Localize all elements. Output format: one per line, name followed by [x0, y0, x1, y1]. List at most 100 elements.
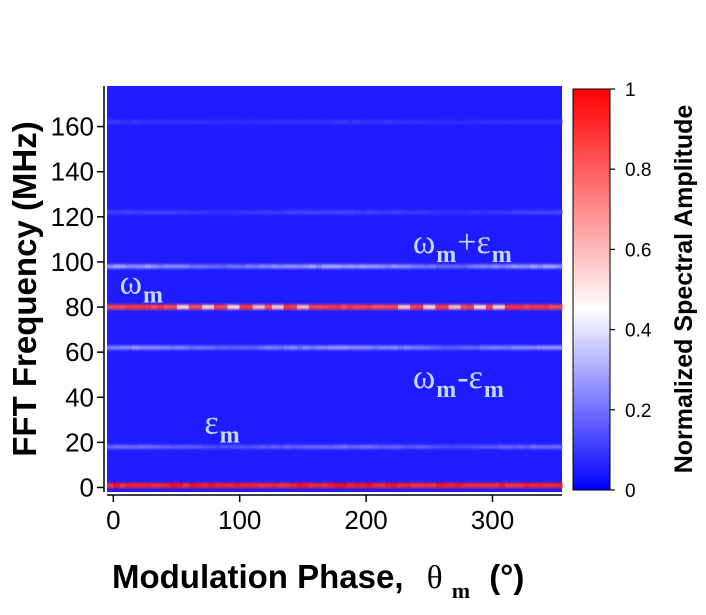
band-cell — [220, 210, 228, 215]
band-cell — [296, 120, 304, 125]
band-cell — [107, 304, 114, 310]
band-cell — [454, 482, 462, 488]
band-cell — [372, 120, 380, 125]
colorbar-title: Normalized Spectral Amplitude — [670, 105, 698, 474]
band-cell — [144, 120, 152, 125]
band-cell — [372, 444, 380, 449]
band-cell — [170, 304, 178, 310]
band-cell — [460, 120, 468, 125]
band-cell — [441, 304, 449, 310]
band-cell — [524, 120, 532, 125]
band-cell — [258, 345, 266, 350]
band-cell — [511, 304, 519, 310]
band-cell — [340, 304, 348, 310]
band-cell — [511, 210, 519, 215]
band-cell — [391, 264, 399, 269]
band-cell — [385, 482, 392, 488]
band-cell — [138, 304, 146, 310]
band-cell — [435, 304, 443, 310]
band-cell — [132, 264, 140, 269]
band-cell — [404, 444, 411, 449]
band-cell — [107, 120, 114, 125]
band-cell — [125, 482, 133, 488]
band-cell — [410, 482, 418, 488]
band-cell — [189, 444, 197, 449]
band-cell — [410, 304, 418, 310]
band-cell — [391, 210, 399, 215]
band-cell — [182, 444, 190, 449]
band-cell — [530, 120, 538, 125]
band-cell — [271, 345, 279, 350]
band-highlight — [492, 305, 505, 309]
annotation-omega-plus-eps-sub2: m — [492, 242, 512, 268]
band-cell — [543, 345, 550, 350]
band-highlight — [176, 305, 189, 309]
band-cell — [385, 264, 392, 269]
band-cell — [246, 304, 253, 310]
y-axis: 0 20 40 60 80 100 120 140 160 — [51, 86, 105, 502]
band-cell — [435, 210, 443, 215]
band-cell — [441, 345, 449, 350]
band-cell — [182, 210, 190, 215]
band-cell — [454, 345, 462, 350]
band-cell — [182, 345, 190, 350]
band-cell — [416, 345, 424, 350]
band-cell — [201, 482, 209, 488]
x-axis-ticks: 0 100 200 300 — [106, 495, 514, 535]
band-cell — [233, 210, 241, 215]
band-cell — [296, 482, 304, 488]
band-cell — [239, 210, 247, 215]
band-cell — [334, 264, 342, 269]
band-cell — [505, 345, 513, 350]
band-cell — [391, 482, 399, 488]
band-cell — [157, 264, 165, 269]
band-cell — [441, 444, 449, 449]
band-cell — [239, 304, 247, 310]
band-cell — [214, 345, 222, 350]
band-cell — [473, 120, 481, 125]
band-cell — [296, 210, 304, 215]
band-cell — [151, 264, 159, 269]
x-axis-title-text: Modulation Phase, — [112, 558, 404, 595]
band-cell — [498, 120, 506, 125]
annotation-omega-plus-eps-main: ω — [413, 224, 435, 261]
band-cell — [473, 345, 481, 350]
heatmap-background — [107, 86, 562, 492]
band-cell — [498, 345, 506, 350]
band-cell — [277, 444, 285, 449]
band-cell — [353, 345, 361, 350]
band-cell — [530, 482, 538, 488]
band-cell — [347, 264, 355, 269]
band-cell — [536, 304, 544, 310]
band-cell — [505, 304, 513, 310]
band-cell — [543, 304, 550, 310]
band-cell — [144, 482, 152, 488]
annotation-eps-m: εm — [204, 404, 239, 448]
annotation-omega-plus-eps-main2: ε — [476, 224, 490, 261]
band-cell — [246, 345, 253, 350]
band-cell — [170, 120, 178, 125]
band-cell — [144, 304, 152, 310]
band-highlight — [202, 305, 215, 309]
y-tick-label: 40 — [65, 382, 94, 412]
band-cell — [302, 444, 310, 449]
band-cell — [296, 345, 304, 350]
band-cell — [524, 444, 532, 449]
band-cell — [125, 304, 133, 310]
band-cell — [549, 444, 557, 449]
band-cell — [283, 120, 291, 125]
band-cell — [435, 264, 443, 269]
band-cell — [239, 120, 247, 125]
band-cell — [448, 120, 456, 125]
band-cell — [132, 120, 140, 125]
band-cell — [246, 120, 253, 125]
band-cell — [524, 264, 532, 269]
band-cell — [391, 120, 399, 125]
band-cell — [170, 264, 178, 269]
band-cell — [397, 345, 405, 350]
band-cell — [372, 304, 380, 310]
band-122mhz — [107, 210, 563, 215]
band-cell — [404, 120, 411, 125]
band-highlight — [398, 305, 411, 309]
